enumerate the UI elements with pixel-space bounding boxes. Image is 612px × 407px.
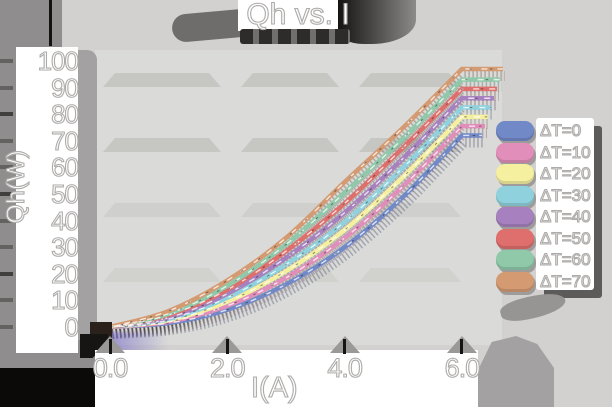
series-highlight-ΔT=30: [109, 106, 491, 328]
legend-label-ΔT=60: ΔT=60: [539, 249, 591, 269]
title-box: [238, 0, 338, 31]
x-tick-label: 0.0: [92, 352, 129, 383]
legend: ΔT=0 ΔT=10 ΔT=20 ΔT=30 ΔT=40 ΔT=50 ΔT=60 ΔT=70: [492, 112, 610, 312]
left-shadow-column: [0, 0, 16, 368]
gridline-band-segment: [359, 73, 461, 87]
legend-swatch-ΔT=30: [496, 185, 534, 206]
legend-swatch-ΔT=0: [496, 121, 534, 141]
gridline-band-segment: [241, 138, 339, 152]
y-strip-shadow: [78, 50, 97, 352]
x-tick-line: [108, 339, 112, 354]
gridline-band-segment: [359, 268, 461, 282]
x-tick-line: [460, 339, 464, 354]
chart-title: Qh vs. I: [246, 0, 350, 32]
y-axis-title: Qh(W): [1, 149, 30, 224]
corner-shadow-black: [0, 368, 95, 407]
series-highlight-ΔT=20: [109, 116, 488, 328]
title-shadow-under: [240, 29, 350, 44]
series-curve-ΔT=30: [109, 105, 491, 330]
legend-label-ΔT=10: ΔT=10: [539, 142, 591, 162]
legend-swatch-ΔT=60: [496, 250, 534, 270]
x-tick-label: 6.0: [444, 352, 481, 383]
y-tick-mark: [0, 298, 13, 303]
legend-label-ΔT=0: ΔT=0: [539, 120, 582, 140]
legend-label-ΔT=50: ΔT=50: [539, 228, 591, 248]
legend-label-ΔT=20: ΔT=20: [539, 163, 591, 183]
legend-swatch-ΔT=10: [496, 142, 534, 163]
series-curve-ΔT=20: [109, 114, 488, 330]
legend-swatch-ΔT=50: [496, 228, 534, 249]
y-tick-mark: [0, 59, 13, 63]
y-tick-label: 50: [51, 179, 80, 209]
legend-swatch-ΔT=40: [496, 207, 534, 227]
y-tick-label: 40: [51, 205, 80, 236]
y-axis-label-strip: 100 90 80 70 60 50 40 30 20 10 0: [16, 46, 80, 353]
gridline-band-segment: [103, 203, 221, 217]
legend-label-ΔT=30: ΔT=30: [539, 185, 591, 205]
series-speckle-ΔT=0: [109, 134, 482, 328]
y-tick-label: 80: [51, 99, 80, 130]
y-tick-label: 30: [51, 232, 80, 263]
legend-swatch-ΔT=70: [496, 271, 534, 292]
y-tick-label: 20: [51, 258, 80, 289]
x-tick-label: 2.0: [209, 352, 246, 383]
series-speckle-ΔT=30: [109, 107, 491, 328]
series-highlight-ΔT=0: [109, 134, 482, 328]
top-left-shadow-patch: [16, 0, 62, 47]
y-tick-mark: [0, 112, 13, 117]
y-tick-mark: [0, 271, 13, 276]
top-left-glitch-line: [49, 0, 52, 46]
legend-label-ΔT=40: ΔT=40: [539, 206, 591, 226]
y-tick-mark: [0, 165, 13, 170]
y-tick-mark: [0, 138, 13, 143]
y-tick-label: 100: [37, 46, 79, 76]
y-tick-mark: [0, 85, 13, 90]
x-tick-line: [225, 339, 229, 354]
x-axis-label-strip: 0.0 2.0 4.0 6.0 I(A): [92, 350, 481, 407]
series-speckle-ΔT=70: [109, 68, 503, 328]
legend-box: [536, 118, 594, 290]
gridline-band-segment: [241, 73, 339, 87]
y-tick-label: 70: [51, 125, 80, 156]
series-highlight-ΔT=10: [109, 125, 485, 328]
legend-swatch-ΔT=20: [496, 164, 534, 184]
y-tick-label: 0: [64, 312, 80, 342]
x-axis-title: I(A): [250, 371, 298, 404]
gridline-band-segment: [103, 138, 221, 152]
series-highlight-ΔT=60: [109, 78, 500, 328]
y-tick-label: 10: [51, 285, 80, 316]
y-tick-label: 90: [51, 72, 80, 103]
x-tick-label: 4.0: [327, 352, 364, 383]
gridline-band-segment: [103, 73, 221, 87]
series-highlight-ΔT=50: [109, 88, 497, 328]
series-highlight-ΔT=40: [109, 97, 494, 328]
y-tick-mark: [0, 218, 13, 223]
y-tick-mark: [0, 325, 13, 329]
legend-label-ΔT=70: ΔT=70: [539, 271, 591, 291]
y-tick-mark: [0, 192, 13, 196]
gridline-band-segment: [103, 268, 221, 282]
y-tick-mark: [0, 245, 13, 250]
x-tick-line: [343, 339, 347, 354]
y-tick-label: 60: [51, 152, 80, 183]
